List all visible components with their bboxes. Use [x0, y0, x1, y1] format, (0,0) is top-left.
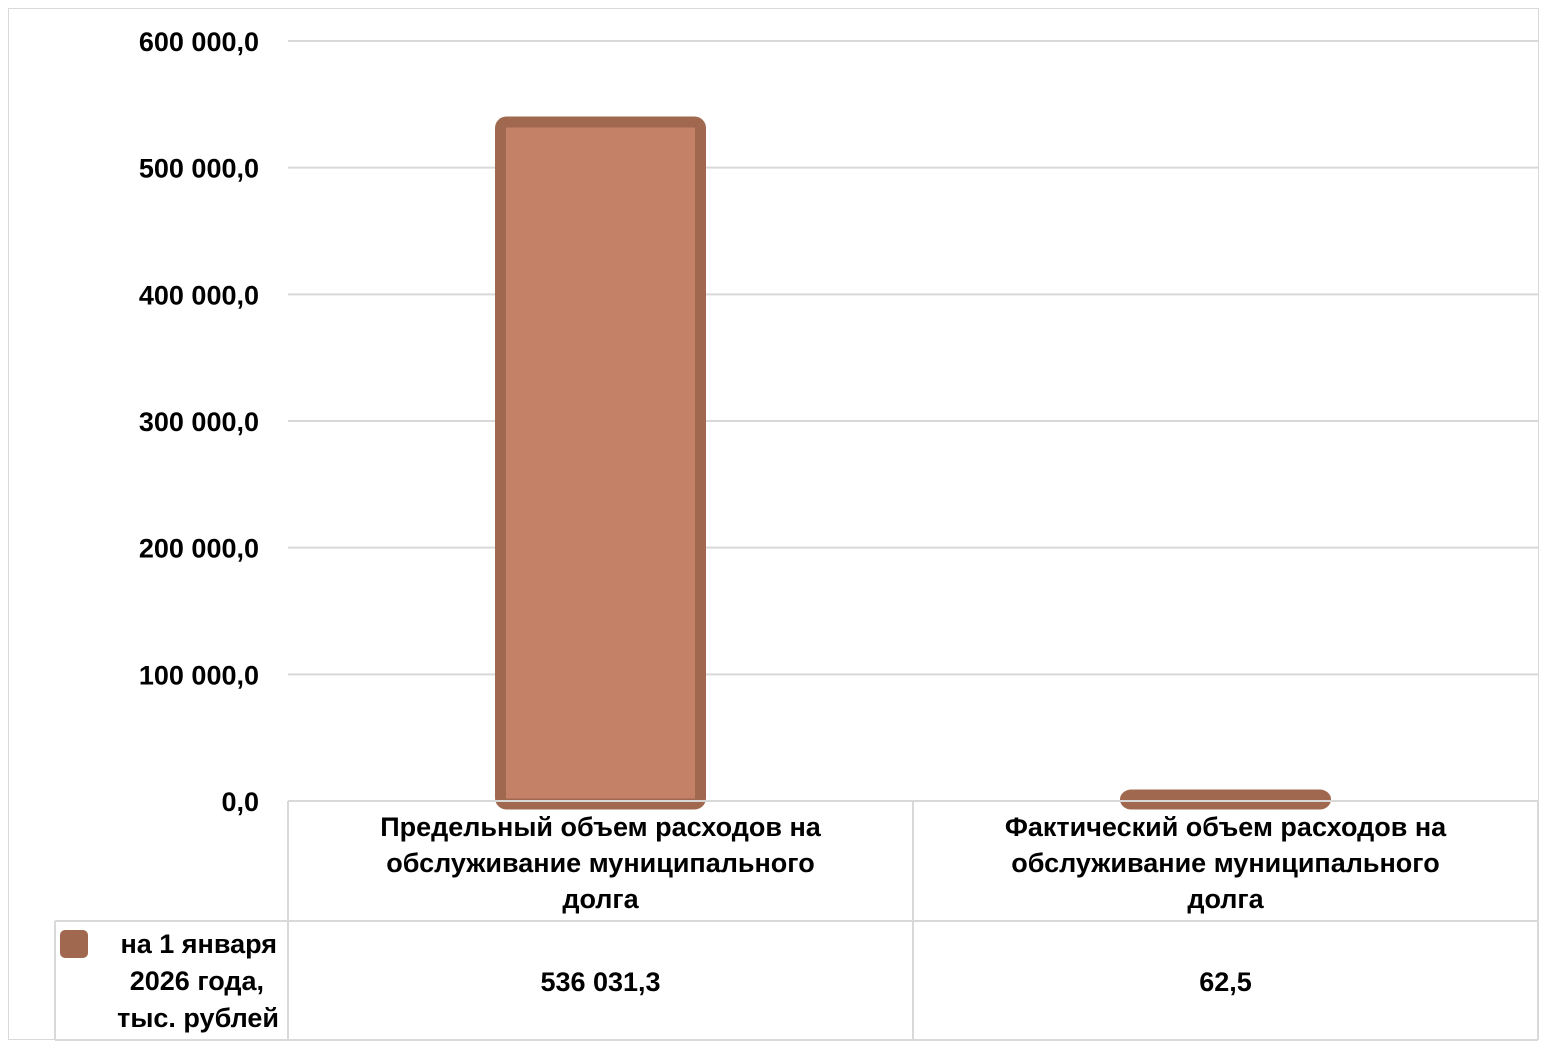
data-table: Предельный объем расходов на обслуживание…: [54, 800, 1539, 1041]
y-axis-tick-labels: 0,0 100 000,0 200 000,0 300 000,0 400 000,0 5…: [139, 27, 259, 817]
bars: [495, 116, 1331, 810]
y-tick-label: 600 000,0: [139, 27, 259, 57]
y-tick-label: 100 000,0: [139, 660, 259, 690]
legend-series-label: на 1 января 2026 года, тыс. рублей: [117, 929, 279, 1033]
legend-key: [60, 930, 88, 958]
y-tick-label: 400 000,0: [139, 280, 259, 310]
category-label: Фактический объем расходов на обслуживани…: [1005, 812, 1447, 914]
category-label: Предельный объем расходов на обслуживание…: [380, 812, 822, 914]
y-tick-label: 500 000,0: [139, 154, 259, 184]
gridlines: [288, 40, 1538, 676]
y-tick-label: 0,0: [221, 787, 259, 817]
y-tick-label: 200 000,0: [139, 534, 259, 564]
y-tick-label: 300 000,0: [139, 407, 259, 437]
bar: [495, 116, 706, 810]
data-table-value: 536 031,3: [540, 967, 660, 997]
data-table-value: 62,5: [1199, 967, 1252, 997]
bar: [1120, 789, 1331, 810]
